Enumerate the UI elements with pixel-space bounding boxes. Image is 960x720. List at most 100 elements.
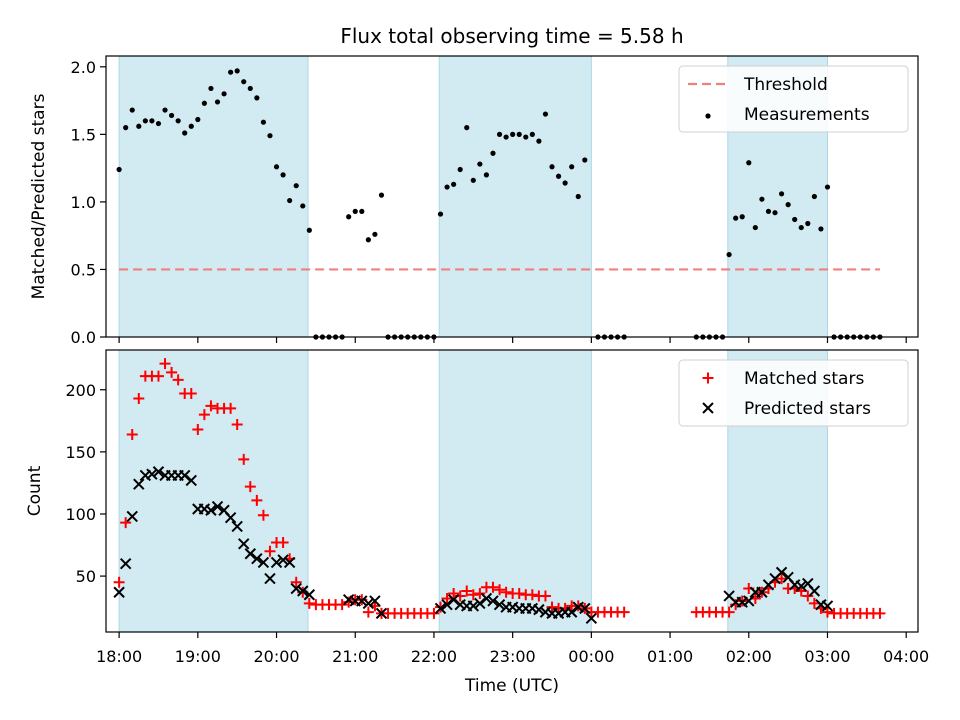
y-tick-label: 0.5 [71,260,96,279]
predicted-point [447,593,460,606]
measurement-point [536,138,542,144]
matched-point [133,392,145,404]
observing-window-2 [438,349,592,633]
measurement-point [359,208,365,214]
matched-point [244,481,256,493]
measurement-point [221,91,227,97]
measurement-point [798,224,804,231]
matched-point [185,387,197,399]
x-tick-label: 20:00 [253,647,299,666]
predicted-point [362,597,375,610]
measurement-point [352,208,358,214]
matched-point [526,589,538,601]
measurement-point [241,79,247,85]
predicted-point [441,598,453,611]
measurement-point [772,210,778,216]
measurement-point [273,164,280,170]
measurement-point [365,237,371,243]
predicted-point [533,603,545,616]
matched-point [198,409,210,421]
measurement-point [260,119,267,125]
measurement-point [490,150,496,156]
x-tick-label: 01:00 [647,647,693,666]
measurement-point [516,131,522,137]
legend-label: Threshold [743,75,828,95]
x-tick-label: 04:00 [883,647,929,666]
x-tick-label: 19:00 [175,647,221,666]
matched-point [487,581,499,593]
y-axis-label-ratio: Matched/Predicted stars [29,93,49,299]
measurement-point [136,123,142,129]
measurement-point [214,99,221,105]
predicted-point [821,600,834,612]
predicted-point [467,600,480,612]
y-tick-label: 150 [65,443,96,462]
predicted-point [585,612,598,625]
matched-point [192,424,204,436]
predicted-point [303,589,316,601]
x-tick-label: 03:00 [804,647,850,666]
predicted-point [375,607,388,620]
measurement-point [254,95,260,101]
matched-point [441,592,453,604]
matched-point [159,358,171,370]
measurement-point [575,193,581,200]
measurement-point [280,172,286,178]
measurement-point [746,160,752,166]
matched-point [808,597,820,609]
measurement-point [752,224,758,231]
predicted-point [185,474,197,487]
count-panel: 50 100 150 200 18:00 19:00 20:00 21:00 22:00 23:… [25,349,929,666]
measurement-point [149,118,155,124]
predicted-point [244,548,257,560]
y-tick-label: 50 [76,567,96,586]
measurement-point [483,172,490,178]
measurement-point [726,251,732,258]
y-axis-label-count: Count [25,465,45,516]
measurement-point [555,173,562,179]
matched-point [113,576,125,588]
matched-point [362,606,374,618]
measurement-point [733,215,739,221]
measurement-point [182,130,188,136]
measurement-point [523,134,529,140]
matched-point [303,597,315,609]
measurement-point [346,214,352,220]
x-axis-ticks-top-panel [118,337,907,343]
measurement-point [188,123,194,129]
predicted-point [224,512,237,524]
measurement-point [805,220,811,227]
predicted-point [231,520,243,533]
predicted-point [152,466,165,478]
predicted-point [579,602,591,615]
matched-point [251,494,263,506]
series-predicted-stars [113,466,834,625]
observing-window-1 [118,349,309,633]
measurement-point [234,68,240,74]
measurement-point [378,192,385,198]
y-axis-ratio: 0.0 0.5 1.0 1.5 2.0 [71,58,106,347]
measurement-point [503,134,509,140]
legend-box [678,65,909,133]
matched-point [776,573,788,585]
predicted-point [211,500,224,513]
matched-point [723,606,735,618]
predicted-point [257,556,270,569]
measurement-point [542,111,549,117]
matched-point [166,366,178,378]
predicted-point [487,595,499,607]
x-tick-label: 18:00 [96,647,142,666]
measurement-point [824,184,831,190]
matched-point [126,428,138,440]
measurement-point [457,166,463,173]
matched-point [467,589,479,601]
measurement-point [201,100,207,106]
measurement-point [195,116,201,123]
measurement-point [123,125,129,131]
predicted-point [238,538,250,550]
measurement-point [247,85,253,92]
predicted-point [795,580,807,592]
matched-point [874,607,886,619]
predicted-point [179,469,191,482]
